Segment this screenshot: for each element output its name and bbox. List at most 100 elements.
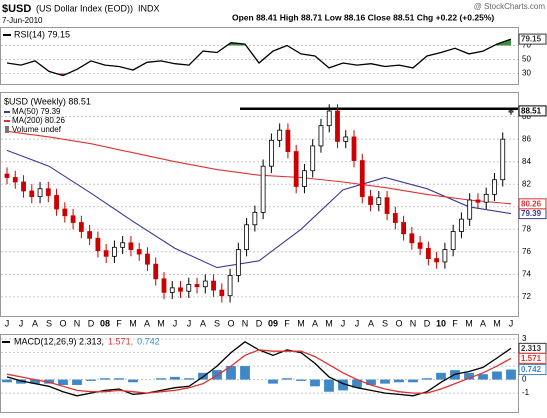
moving-average: [6, 149, 512, 269]
candle-body: [78, 222, 84, 232]
x-tick-label: O: [227, 318, 234, 328]
histogram-bar: [170, 376, 180, 380]
end-label: 79.39: [521, 209, 542, 218]
candle-body: [37, 188, 43, 198]
candle-body: [136, 249, 142, 255]
histogram-bar: [44, 379, 54, 384]
histogram-bar: [436, 372, 446, 380]
candle-body: [202, 280, 208, 288]
candle-body: [252, 211, 258, 226]
candle-body: [29, 190, 35, 198]
symbol: $USD: [2, 3, 31, 15]
candle-body: [467, 199, 473, 220]
histogram-bar: [30, 379, 40, 384]
candle-body: [392, 213, 398, 223]
candle-body: [293, 151, 299, 187]
x-tick-label: M: [297, 318, 305, 328]
x-tick-label: J: [187, 318, 192, 328]
candle-body: [227, 275, 233, 297]
x-tick-label: F: [452, 318, 458, 328]
histogram-bar: [380, 379, 390, 384]
candle-body: [153, 263, 159, 280]
candle-body: [376, 197, 382, 205]
histogram-bar: [408, 379, 418, 383]
watermark: @ StockCharts.com: [474, 2, 546, 11]
x-tick-label: 10: [436, 318, 446, 328]
x-tick-label: M: [325, 318, 333, 328]
y-tick-label: 0: [522, 375, 527, 384]
histogram-bar: [184, 378, 194, 380]
candle-body: [268, 139, 274, 167]
x-tick-label: J: [19, 318, 24, 328]
y-tick-label: 84: [522, 157, 531, 166]
candle-body: [235, 249, 241, 276]
candle-body: [128, 242, 134, 250]
histogram-bar: [296, 379, 306, 381]
candle-body: [326, 110, 332, 127]
x-tick-label: D: [88, 318, 95, 328]
histogram-bar: [478, 374, 488, 380]
histogram-bar: [394, 379, 404, 383]
candle-body: [12, 177, 18, 183]
legend-entry: MACD(12,26,9) 2.313,: [14, 336, 104, 346]
histogram-bar: [464, 372, 474, 380]
histogram-bar: [86, 379, 96, 381]
y-tick-label: 70: [522, 41, 531, 50]
x-tick-label: S: [382, 318, 388, 328]
y-tick-label: 3: [522, 334, 527, 343]
candle-body: [459, 218, 464, 232]
y-tick-label: 82: [522, 179, 531, 188]
candle-body: [492, 179, 497, 195]
x-tick-label: A: [368, 318, 374, 328]
candle-body: [384, 197, 390, 214]
candle-body: [417, 242, 423, 249]
candle-body: [219, 289, 225, 297]
histogram-bar: [492, 371, 502, 380]
x-tick-label: S: [214, 318, 220, 328]
histogram-bar: [72, 379, 82, 385]
candle-body: [54, 195, 59, 210]
candle-body: [260, 165, 266, 213]
candle-body: [434, 258, 440, 263]
candle-body: [4, 173, 10, 178]
candle-body: [500, 138, 506, 181]
x-tick-label: J: [509, 318, 514, 328]
x-tick-label: N: [242, 318, 249, 328]
x-tick-label: D: [424, 318, 431, 328]
end-label: 1.571: [521, 354, 542, 363]
exchange: INDX: [138, 3, 160, 13]
candle-body: [425, 248, 431, 259]
candle-body: [351, 136, 357, 161]
y-tick-label: 30: [522, 69, 531, 78]
candle-body: [178, 287, 183, 292]
histogram-bar: [310, 379, 320, 387]
end-label-box: [518, 198, 547, 210]
histogram-bar: [128, 379, 138, 383]
symbol-name: (US Dollar Index (EOD)): [36, 3, 133, 13]
candle-body: [508, 110, 514, 113]
candle-body: [359, 160, 365, 198]
end-label-box: [518, 352, 547, 364]
date: 7-Jun-2010: [2, 16, 43, 25]
legend-entry: MA(200) 80.26: [12, 116, 65, 125]
legend-swatch: [5, 126, 9, 133]
histogram-bar: [16, 379, 26, 384]
candle-body: [244, 224, 250, 250]
end-label: 88.51: [521, 107, 542, 116]
panel-title: RSI(14) 79.15: [14, 29, 70, 39]
x-tick-label: S: [46, 318, 52, 328]
y-tick-label: 72: [522, 292, 531, 301]
rsi-panel: [0, 27, 519, 85]
end-label: 80.26: [521, 199, 542, 208]
x-tick-label: O: [395, 318, 402, 328]
candle-body: [145, 253, 150, 265]
end-label: 2.313: [521, 344, 542, 353]
histogram-bar: [366, 379, 376, 385]
candle-body: [87, 231, 93, 239]
legend-entry: Volume undef: [12, 125, 62, 134]
candle-body: [409, 233, 415, 244]
candle-body: [45, 188, 51, 196]
candle-body: [277, 129, 283, 141]
